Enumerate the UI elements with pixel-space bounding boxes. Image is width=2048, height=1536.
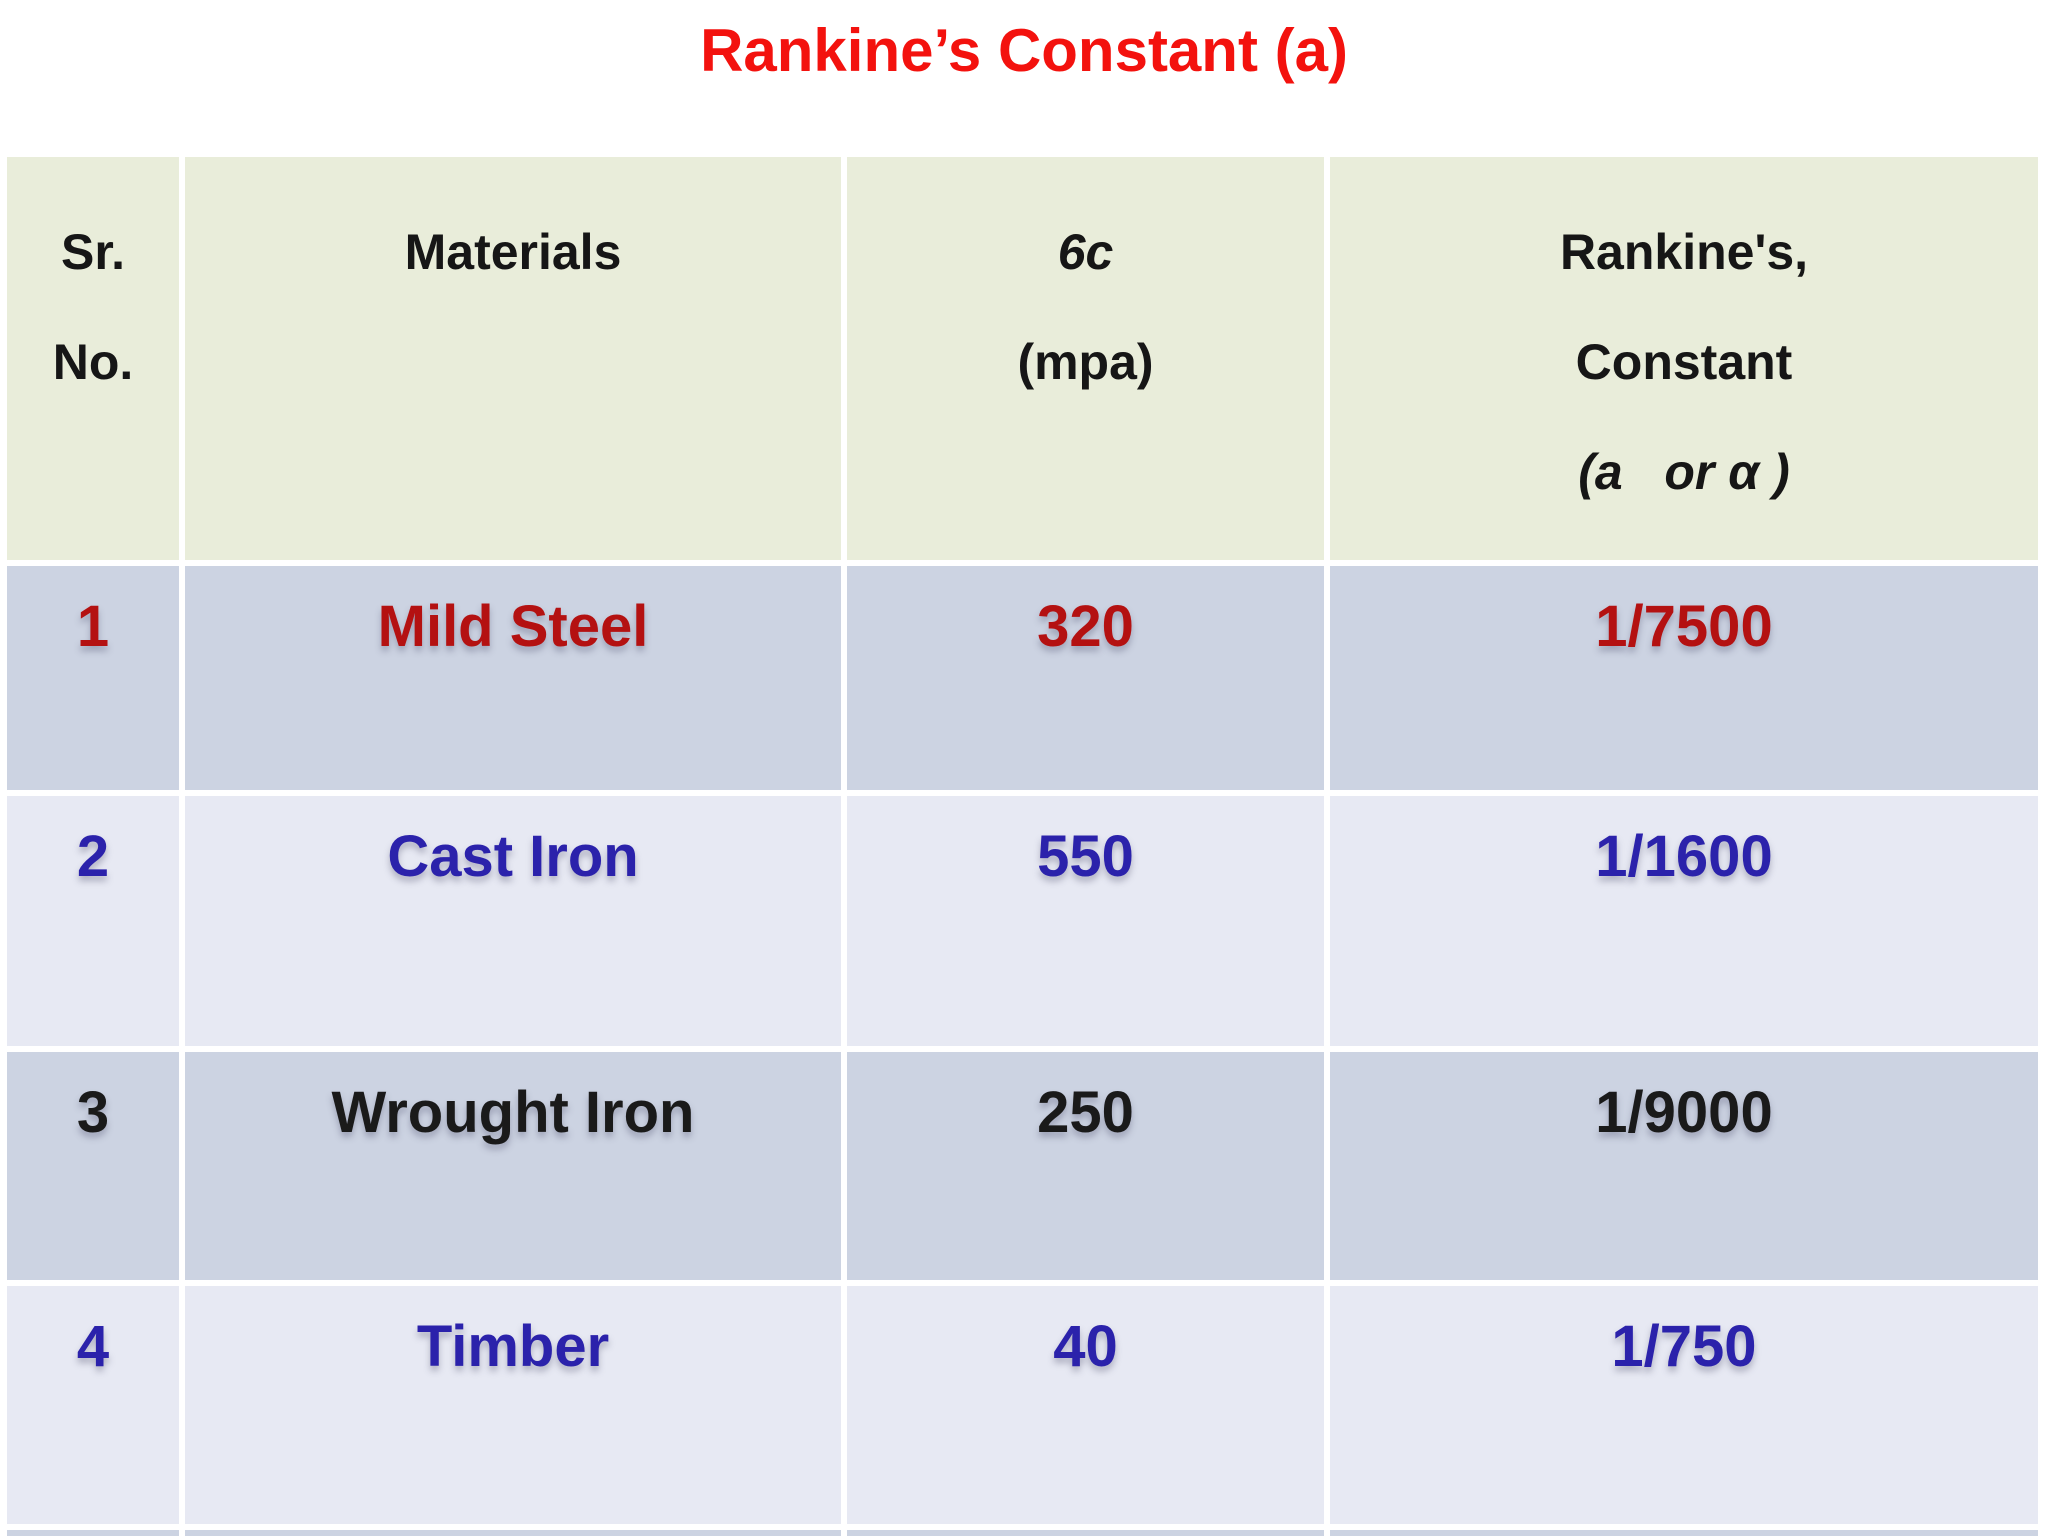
header-cell-materials: Materials	[185, 157, 841, 560]
cell-material-row3: Wrought Iron	[185, 1052, 841, 1280]
header-sr-line2: No.	[52, 334, 134, 390]
cell-constant-row1: 1/7500	[1330, 566, 2038, 790]
header-cell-rankines-constant: Rankine's, Constant (a or α )	[1330, 157, 2038, 560]
header-cell-sr-no: Sr. No.	[7, 157, 179, 560]
cell-sr-no-row4: 4	[7, 1286, 179, 1524]
header-sr-line1: Sr.	[61, 224, 125, 280]
cell-constant-row4: 1/750	[1330, 1286, 2038, 1524]
bottom-row-sliver-col2	[185, 1530, 841, 1536]
bottom-row-sliver-col1	[7, 1530, 179, 1536]
cell-sigma-c-row4: 40	[847, 1286, 1324, 1524]
page-title: Rankine’s Constant (a)	[700, 17, 1348, 84]
header-cell-sigma-c: 6c (mpa)	[847, 157, 1324, 560]
cell-sr-no-row3: 3	[7, 1052, 179, 1280]
header-rankines-line3: (a or α )	[1578, 444, 1790, 500]
cell-sr-no-row1: 1	[7, 566, 179, 790]
cell-material-row4: Timber	[185, 1286, 841, 1524]
cell-sigma-c-row3: 250	[847, 1052, 1324, 1280]
header-sigma-c-unit: (mpa)	[1017, 334, 1154, 390]
bottom-row-sliver-col3	[847, 1530, 1324, 1536]
cell-sigma-c-row1: 320	[847, 566, 1324, 790]
bottom-row-sliver-col4	[1330, 1530, 2038, 1536]
cell-material-row1: Mild Steel	[185, 566, 841, 790]
cell-constant-row3: 1/9000	[1330, 1052, 2038, 1280]
cell-sr-no-row2: 2	[7, 796, 179, 1046]
header-materials-label: Materials	[404, 224, 622, 280]
header-rankines-line1: Rankine's,	[1559, 224, 1809, 280]
cell-constant-row2: 1/1600	[1330, 796, 2038, 1046]
header-sigma-c-symbol: 6c	[1057, 224, 1114, 280]
cell-material-row2: Cast Iron	[185, 796, 841, 1046]
cell-sigma-c-row2: 550	[847, 796, 1324, 1046]
header-rankines-line2: Constant	[1575, 334, 1793, 390]
rankine-constant-table: Sr. No. Materials 6c (mpa) Rankine's, Co…	[7, 157, 2038, 1536]
